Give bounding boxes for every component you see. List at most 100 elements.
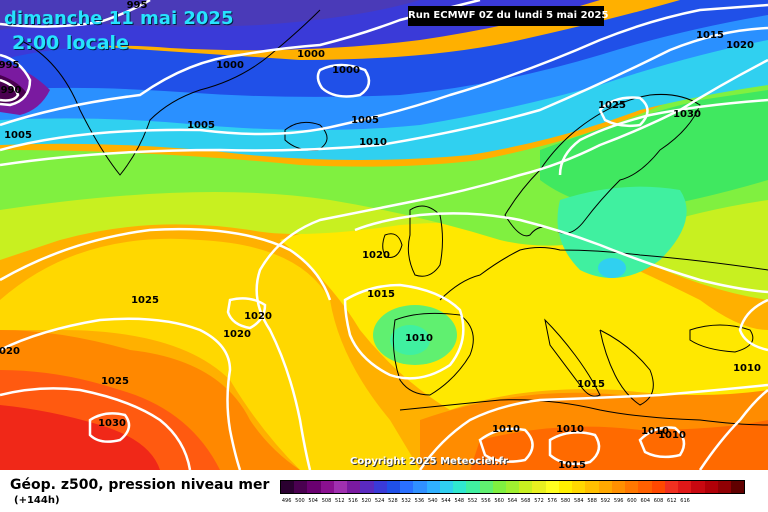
isobar-label: 1010	[492, 424, 520, 435]
color-scale-swatch	[704, 481, 718, 493]
zone-deep-blue	[0, 0, 768, 97]
color-scale-swatch	[651, 481, 665, 493]
zone-purple	[0, 0, 420, 30]
color-scale-label: 516	[348, 498, 358, 504]
color-scale-label: 576	[547, 498, 558, 504]
isobar-label: 995	[127, 0, 148, 11]
color-scale-swatch	[625, 481, 639, 493]
color-scale-swatch	[466, 481, 480, 493]
color-scale-label: 604	[640, 498, 650, 504]
isobar-label: 1015	[696, 30, 724, 41]
isobar-label: 1005	[187, 120, 215, 131]
copyright-text: Copyright 2025 Meteociel.fr	[350, 456, 508, 467]
color-scale-label: 500	[295, 498, 305, 504]
isobar-label: 1005	[351, 115, 379, 126]
color-scale-label: 564	[507, 498, 518, 504]
color-scale-label: 560	[494, 498, 504, 504]
color-scale-swatch	[519, 481, 533, 493]
color-scale-swatch	[400, 481, 414, 493]
legend-title: Géop. z500, pression niveau mer	[10, 477, 270, 493]
color-scale-label: 512	[334, 498, 345, 504]
color-scale-swatch	[717, 481, 731, 493]
color-scale-label: 612	[667, 498, 677, 504]
zone-yellow-west	[0, 238, 420, 470]
color-scale-label: 588	[587, 498, 597, 504]
color-scale-label: 536	[414, 498, 425, 504]
color-scale-swatch	[386, 481, 401, 493]
color-scale-swatch	[532, 481, 546, 493]
color-scale-label: 548	[454, 498, 465, 504]
color-scale-label	[692, 498, 705, 504]
color-scale-label	[732, 498, 745, 504]
color-scale-swatch	[479, 481, 493, 493]
forecast-map: 995 995 990 1000 1000 1000 1005 1005 1005 1010 101…	[0, 0, 768, 470]
isobar-label: 1025	[101, 376, 129, 387]
color-scale-label: 596	[613, 498, 624, 504]
zone-southwest-deep-red	[0, 405, 160, 470]
color-scale-swatch	[373, 481, 387, 493]
color-scale-labels: 496 500 504 508 512 516 520 524 528 532 536 540 544 5…	[280, 498, 745, 504]
isobar-label: 1015	[558, 460, 586, 470]
color-scale-swatch	[347, 481, 361, 493]
isobar-label: 990	[1, 85, 22, 96]
color-scale-label: 572	[534, 498, 544, 504]
color-scale-label: 600	[627, 498, 637, 504]
isobar-label: 1000	[332, 65, 360, 76]
color-scale-label: 540	[427, 498, 438, 504]
color-scale-swatch	[320, 481, 334, 493]
zone-blue	[0, 15, 768, 130]
color-scale-swatch	[453, 481, 467, 493]
color-scale-label: 580	[560, 498, 571, 504]
color-scale-swatch	[360, 481, 374, 493]
color-scale-swatch	[572, 481, 586, 493]
color-scale-label: 608	[653, 498, 664, 504]
color-scale-label: 544	[441, 498, 451, 504]
color-scale-swatch	[678, 481, 692, 493]
zone-southeast-red	[470, 420, 768, 470]
isobar-label: 1020	[0, 346, 20, 357]
color-scale-swatch	[307, 481, 321, 493]
color-scale-label: 556	[481, 498, 491, 504]
color-scale-swatch	[730, 481, 745, 493]
isobar-label: 1010	[405, 333, 433, 344]
color-scale-label: 532	[401, 498, 411, 504]
color-scale-label	[705, 498, 718, 504]
color-scale-swatch	[281, 481, 295, 493]
color-scale-label: 508	[321, 498, 332, 504]
color-scale-swatch	[611, 481, 626, 493]
zone-green-east	[557, 186, 687, 278]
color-scale-label: 592	[600, 498, 611, 504]
isobar-label: 1025	[598, 100, 626, 111]
isobar-label: 1010	[641, 426, 669, 437]
isobar-label: 1010	[733, 363, 761, 374]
isobar-label: 1030	[673, 109, 701, 120]
forecast-date-title: dimanche 11 mai 2025	[4, 8, 234, 29]
isobar-label: 1005	[4, 130, 32, 141]
color-scale-bar	[280, 480, 745, 494]
isobar-label: 1010	[658, 430, 686, 441]
color-scale-label: 504	[308, 498, 318, 504]
color-scale-label: 520	[361, 498, 372, 504]
isobar-label: 1015	[577, 379, 605, 390]
model-run-label: Run ECMWF 0Z du lundi 5 mai 2025	[408, 6, 608, 26]
color-scale-label: 552	[467, 498, 478, 504]
color-scale-swatch	[413, 481, 427, 493]
color-scale-swatch	[426, 481, 440, 493]
isobar-label: 995	[0, 60, 19, 71]
color-scale-label: 616	[680, 498, 690, 504]
isobar-label: 1020	[244, 311, 272, 322]
isobar-label: 1020	[362, 250, 390, 261]
color-scale-label: 584	[574, 498, 584, 504]
color-scale-swatch	[333, 481, 348, 493]
color-scale-swatch	[585, 481, 599, 493]
zone-cyan-low	[598, 258, 626, 278]
color-scale-swatch	[439, 481, 454, 493]
isobar-label: 1010	[556, 424, 584, 435]
color-scale-swatch	[664, 481, 679, 493]
isobar-label: 1025	[131, 295, 159, 306]
zone-cyan	[0, 30, 768, 160]
isobar-label: 1030	[98, 418, 126, 429]
color-scale-swatch	[598, 481, 612, 493]
